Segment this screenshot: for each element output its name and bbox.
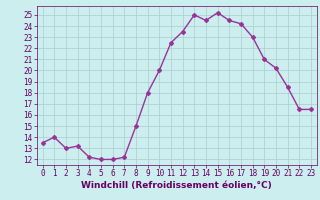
X-axis label: Windchill (Refroidissement éolien,°C): Windchill (Refroidissement éolien,°C): [81, 181, 272, 190]
